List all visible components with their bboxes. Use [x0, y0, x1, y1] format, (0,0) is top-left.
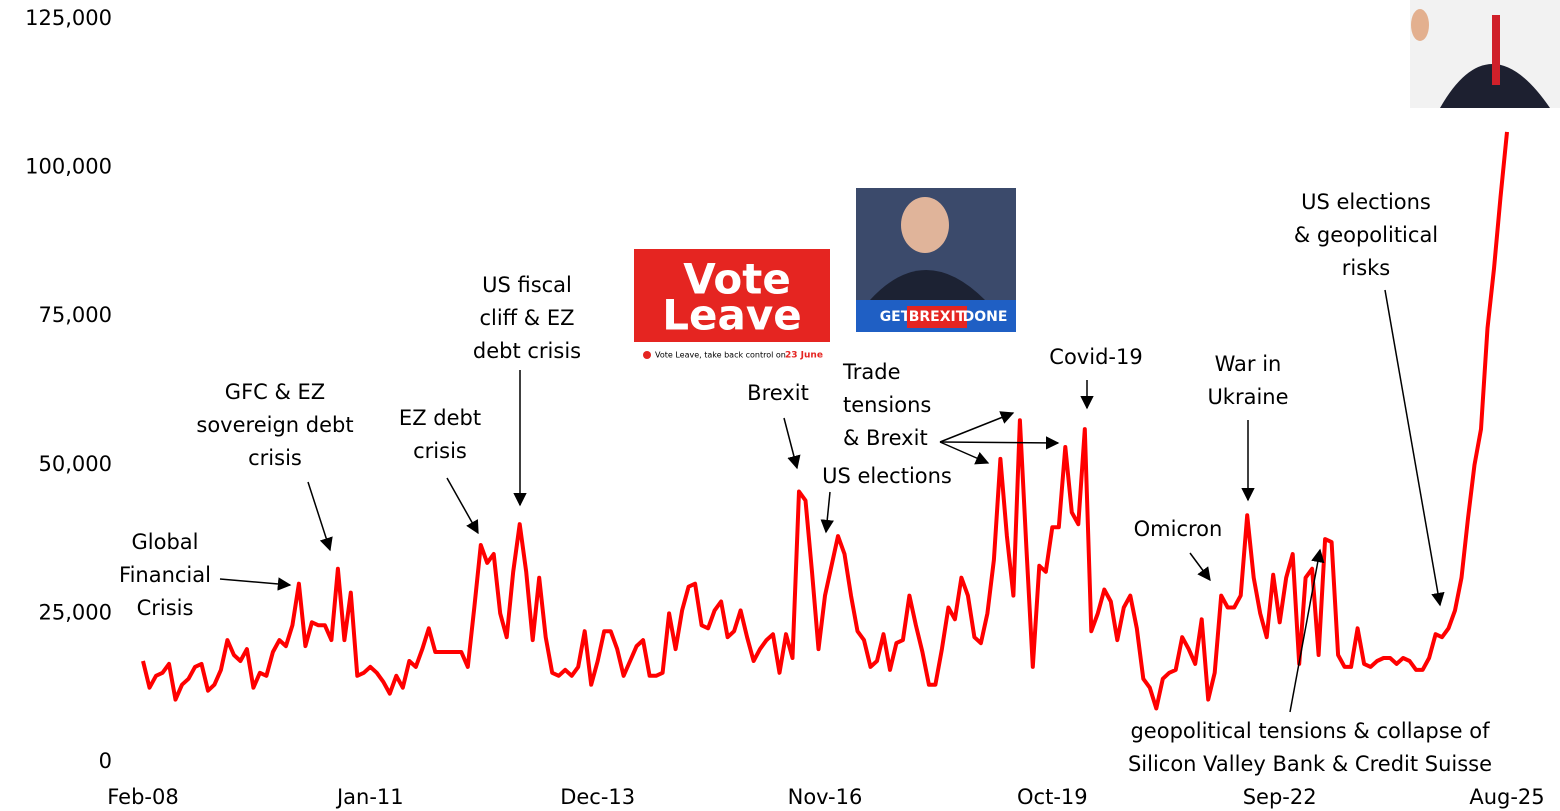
vote-leave-caption: Vote Leave, take back control on	[655, 351, 786, 360]
x-tick-label: Feb-08	[107, 785, 178, 809]
annotation: Covid-19	[1049, 345, 1142, 369]
annotation: EZ debt	[399, 406, 481, 430]
vote-leave-box	[634, 249, 830, 342]
photo-hand	[1411, 9, 1429, 41]
annotation: Silicon Valley Bank & Credit Suisse	[1128, 752, 1492, 776]
annotation-arrow	[1289, 548, 1325, 713]
vote-leave-text: Vote	[683, 255, 791, 304]
banner-word: DONE	[963, 309, 1008, 325]
annotation-arrow	[1189, 552, 1211, 582]
annotation-arrow	[307, 481, 333, 552]
banner-word: BREXIT	[909, 309, 966, 325]
y-tick-label: 0	[99, 749, 112, 773]
x-tick-label: Dec-13	[560, 785, 635, 809]
annotation: geopolitical tensions & collapse of	[1130, 719, 1490, 743]
annotation-arrow	[446, 477, 479, 535]
annotation-arrow	[1384, 289, 1445, 607]
annotation-arrow	[219, 577, 292, 591]
annotation: & Brexit	[843, 426, 928, 450]
annotation: US elections	[822, 464, 952, 488]
annotation: risks	[1342, 256, 1391, 280]
annotation-arrow	[783, 417, 801, 470]
annotation: sovereign debt	[196, 413, 353, 437]
vote-leave-date: 23 June	[785, 351, 823, 361]
x-tick-label: Aug-25	[1469, 785, 1544, 809]
annotation: crisis	[413, 439, 467, 463]
x-tick-label: Nov-16	[788, 785, 863, 809]
annotation: Brexit	[747, 381, 809, 405]
annotation: Ukraine	[1207, 385, 1288, 409]
annotation-arrow	[939, 441, 990, 465]
x-tick-label: Oct-19	[1017, 785, 1088, 809]
y-tick-label: 50,000	[39, 452, 112, 476]
annotation-arrow	[939, 436, 1060, 450]
annotation: Global	[132, 530, 199, 554]
brexit-image: GET BREXIT DONE	[856, 188, 1016, 332]
annotation: GFC & EZ	[225, 380, 325, 404]
x-tick-label: Jan-11	[335, 785, 404, 809]
annotation: tensions	[843, 393, 931, 417]
vote-leave-text: Leave	[662, 291, 801, 340]
annotation: debt crisis	[473, 339, 581, 363]
y-tick-label: 25,000	[39, 600, 112, 624]
banner-word: GET	[880, 309, 911, 325]
annotation-arrow	[820, 491, 834, 534]
annotation: War in	[1215, 352, 1282, 376]
annotation: US fiscal	[482, 273, 572, 297]
annotation: US elections	[1301, 190, 1431, 214]
y-tick-label: 75,000	[39, 303, 112, 327]
annotation: Omicron	[1134, 517, 1223, 541]
vote-leave-dot	[643, 351, 651, 359]
photo-suit	[1440, 64, 1550, 108]
y-tick-label: 100,000	[25, 155, 112, 179]
annotation: crisis	[248, 446, 302, 470]
trump-image	[1410, 0, 1560, 108]
banner-highlight	[907, 306, 967, 328]
photo-tie	[1492, 15, 1500, 85]
annotation: Trade	[842, 360, 901, 384]
y-tick-label: 125,000	[25, 6, 112, 30]
photo-face	[901, 197, 949, 253]
annotation-arrow	[939, 411, 1015, 443]
annotation: cliff & EZ	[479, 306, 574, 330]
annotation: Crisis	[137, 596, 194, 620]
annotation: Financial	[119, 563, 211, 587]
x-tick-label: Sep-22	[1243, 785, 1317, 809]
annotation: & geopolitical	[1294, 223, 1438, 247]
data-line	[141, 131, 1509, 711]
vote-leave-image: Vote Leave Vote Leave, take back control…	[634, 249, 830, 361]
